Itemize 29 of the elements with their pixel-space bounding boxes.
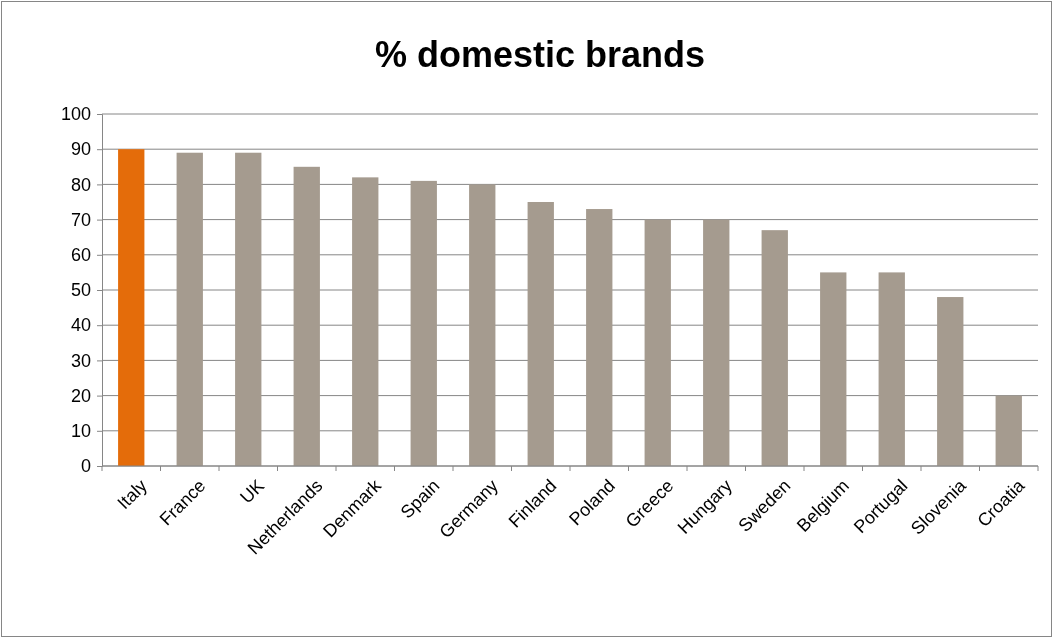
bar <box>235 152 262 466</box>
y-tick-label: 60 <box>70 245 91 266</box>
bar <box>176 152 203 466</box>
bar <box>527 202 554 466</box>
y-tick-label: 40 <box>70 315 91 336</box>
bar <box>995 395 1022 466</box>
bar <box>118 149 145 466</box>
bar <box>293 166 320 466</box>
bar <box>352 177 379 466</box>
y-tick-label: 20 <box>70 385 91 406</box>
y-tick-label: 50 <box>70 280 91 301</box>
y-tick-label: 30 <box>70 350 91 371</box>
y-tick-label: 0 <box>80 456 91 477</box>
bar <box>469 184 496 466</box>
bar <box>644 219 671 466</box>
y-tick-label: 70 <box>70 209 91 230</box>
x-tick-label: Italy <box>113 475 151 514</box>
y-tick-label: 90 <box>70 139 91 160</box>
bar <box>878 272 905 466</box>
bar <box>586 209 613 466</box>
bar <box>761 230 788 466</box>
bar <box>937 297 964 466</box>
y-tick-label: 80 <box>70 174 91 195</box>
y-tick-label: 10 <box>70 421 91 442</box>
y-tick-label: 100 <box>60 104 91 125</box>
bar <box>703 219 730 466</box>
bar <box>410 180 437 466</box>
chart-title: % domestic brands <box>374 34 706 75</box>
bar <box>820 272 847 466</box>
